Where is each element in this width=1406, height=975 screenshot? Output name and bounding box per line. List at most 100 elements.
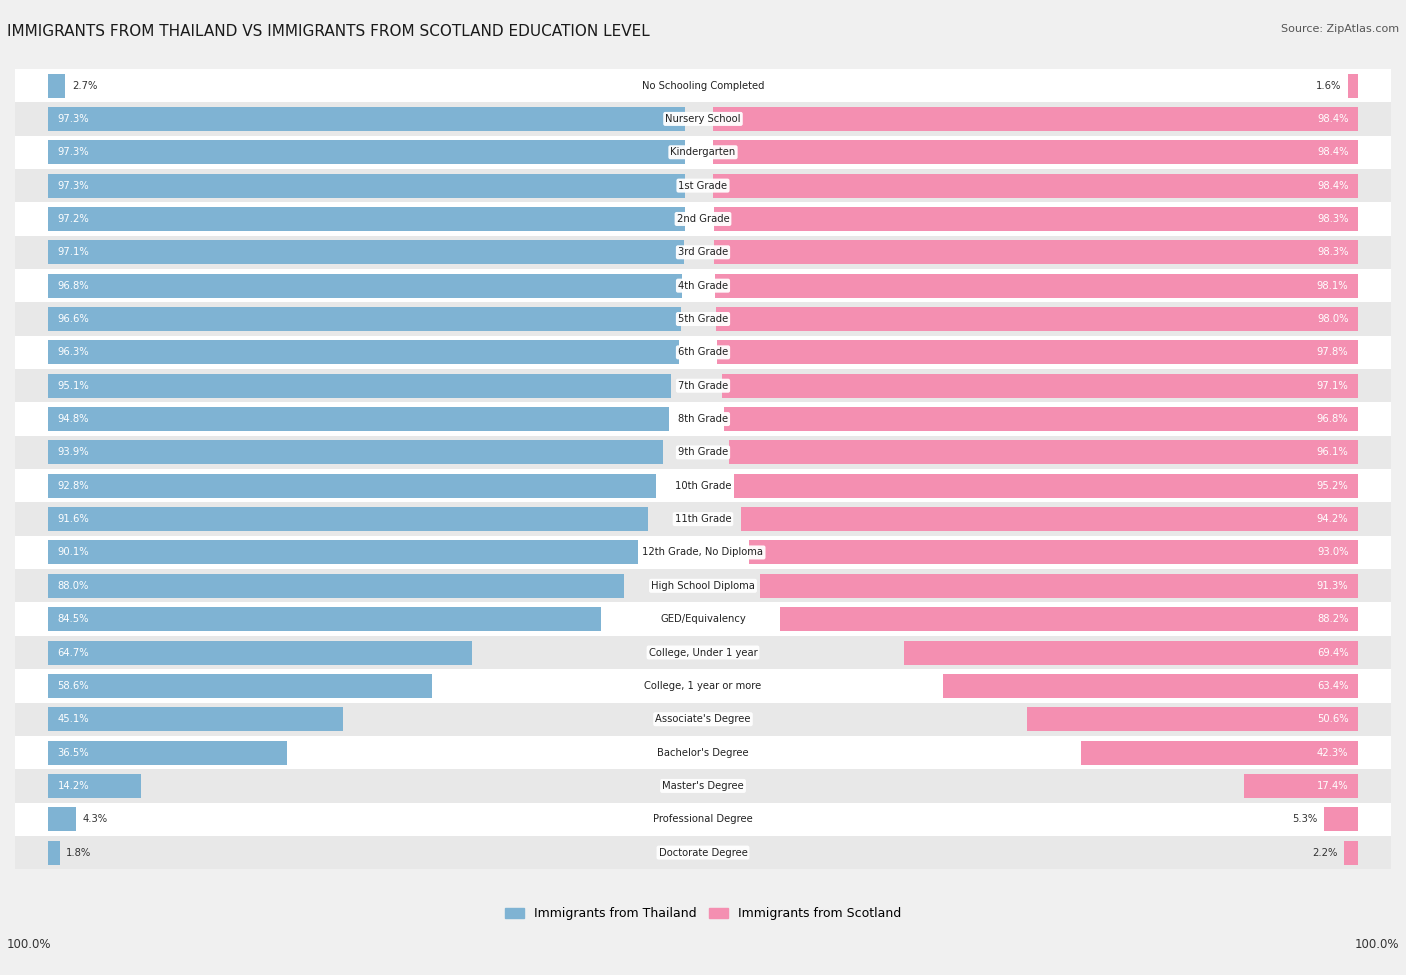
Bar — [1348, 73, 1358, 98]
Text: 64.7%: 64.7% — [58, 647, 89, 657]
Bar — [48, 641, 471, 665]
Text: 88.2%: 88.2% — [1317, 614, 1348, 624]
Legend: Immigrants from Thailand, Immigrants from Scotland: Immigrants from Thailand, Immigrants fro… — [501, 902, 905, 925]
Text: 96.8%: 96.8% — [1317, 414, 1348, 424]
Text: 84.5%: 84.5% — [58, 614, 89, 624]
Bar — [48, 407, 669, 431]
Bar — [15, 302, 1391, 335]
Bar — [48, 107, 685, 131]
Bar — [15, 369, 1391, 403]
Text: 3rd Grade: 3rd Grade — [678, 248, 728, 257]
Text: 58.6%: 58.6% — [58, 681, 89, 691]
Text: 91.6%: 91.6% — [58, 514, 90, 525]
Bar — [15, 536, 1391, 569]
Bar — [48, 741, 287, 764]
Bar — [48, 574, 624, 598]
Text: 1.8%: 1.8% — [66, 847, 91, 858]
Text: Nursery School: Nursery School — [665, 114, 741, 124]
Text: College, Under 1 year: College, Under 1 year — [648, 647, 758, 657]
Text: 17.4%: 17.4% — [1317, 781, 1348, 791]
Bar — [48, 340, 679, 365]
Text: 7th Grade: 7th Grade — [678, 380, 728, 391]
Text: 97.8%: 97.8% — [1317, 347, 1348, 358]
Bar — [780, 607, 1358, 631]
Bar — [48, 140, 685, 164]
Bar — [15, 236, 1391, 269]
Bar — [15, 636, 1391, 669]
Bar — [48, 507, 648, 531]
Bar — [48, 174, 685, 198]
Bar — [48, 707, 343, 731]
Bar — [1344, 840, 1358, 865]
Bar — [15, 703, 1391, 736]
Bar — [1081, 741, 1358, 764]
Text: 96.6%: 96.6% — [58, 314, 90, 324]
Bar — [15, 102, 1391, 136]
Bar — [15, 169, 1391, 202]
Bar — [15, 403, 1391, 436]
Bar — [741, 507, 1358, 531]
Text: 94.8%: 94.8% — [58, 414, 89, 424]
Bar — [714, 207, 1358, 231]
Bar — [723, 373, 1358, 398]
Text: 100.0%: 100.0% — [7, 938, 52, 951]
Bar — [713, 107, 1358, 131]
Bar — [15, 69, 1391, 102]
Bar — [48, 474, 655, 498]
Bar — [943, 674, 1358, 698]
Text: 98.1%: 98.1% — [1317, 281, 1348, 291]
Bar — [724, 407, 1358, 431]
Text: 93.9%: 93.9% — [58, 448, 89, 457]
Bar — [15, 335, 1391, 369]
Text: 1.6%: 1.6% — [1316, 81, 1341, 91]
Text: 97.3%: 97.3% — [58, 147, 89, 157]
Text: 97.2%: 97.2% — [58, 214, 90, 224]
Bar — [1244, 774, 1358, 798]
Text: 36.5%: 36.5% — [58, 748, 89, 758]
Text: 10th Grade: 10th Grade — [675, 481, 731, 490]
Bar — [15, 469, 1391, 502]
Bar — [15, 802, 1391, 836]
Text: Master's Degree: Master's Degree — [662, 781, 744, 791]
Bar — [1323, 807, 1358, 832]
Text: Bachelor's Degree: Bachelor's Degree — [657, 748, 749, 758]
Bar — [15, 436, 1391, 469]
Bar — [15, 202, 1391, 236]
Text: 69.4%: 69.4% — [1317, 647, 1348, 657]
Bar — [717, 340, 1358, 365]
Text: 98.0%: 98.0% — [1317, 314, 1348, 324]
Text: Associate's Degree: Associate's Degree — [655, 715, 751, 724]
Text: 12th Grade, No Diploma: 12th Grade, No Diploma — [643, 547, 763, 558]
Bar — [728, 441, 1358, 464]
Bar — [15, 502, 1391, 536]
Text: 45.1%: 45.1% — [58, 715, 89, 724]
Text: 42.3%: 42.3% — [1317, 748, 1348, 758]
Text: 4.3%: 4.3% — [83, 814, 108, 824]
Text: 2.2%: 2.2% — [1312, 847, 1337, 858]
Bar — [15, 836, 1391, 870]
Text: 8th Grade: 8th Grade — [678, 414, 728, 424]
Text: 90.1%: 90.1% — [58, 547, 89, 558]
Bar — [48, 207, 685, 231]
Text: 98.3%: 98.3% — [1317, 214, 1348, 224]
Bar — [15, 736, 1391, 769]
Bar — [716, 307, 1358, 331]
Bar — [48, 274, 682, 297]
Text: Doctorate Degree: Doctorate Degree — [658, 847, 748, 858]
Text: 2.7%: 2.7% — [72, 81, 97, 91]
Bar — [15, 669, 1391, 703]
Bar — [15, 569, 1391, 603]
Bar — [749, 540, 1358, 565]
Bar — [714, 240, 1358, 264]
Bar — [713, 140, 1358, 164]
Bar — [48, 373, 671, 398]
Text: College, 1 year or more: College, 1 year or more — [644, 681, 762, 691]
Text: 9th Grade: 9th Grade — [678, 448, 728, 457]
Text: 95.2%: 95.2% — [1316, 481, 1348, 490]
Bar — [15, 136, 1391, 169]
Text: 96.8%: 96.8% — [58, 281, 89, 291]
Text: 95.1%: 95.1% — [58, 380, 90, 391]
Bar — [48, 774, 141, 798]
Text: 98.3%: 98.3% — [1317, 248, 1348, 257]
Bar — [48, 441, 664, 464]
